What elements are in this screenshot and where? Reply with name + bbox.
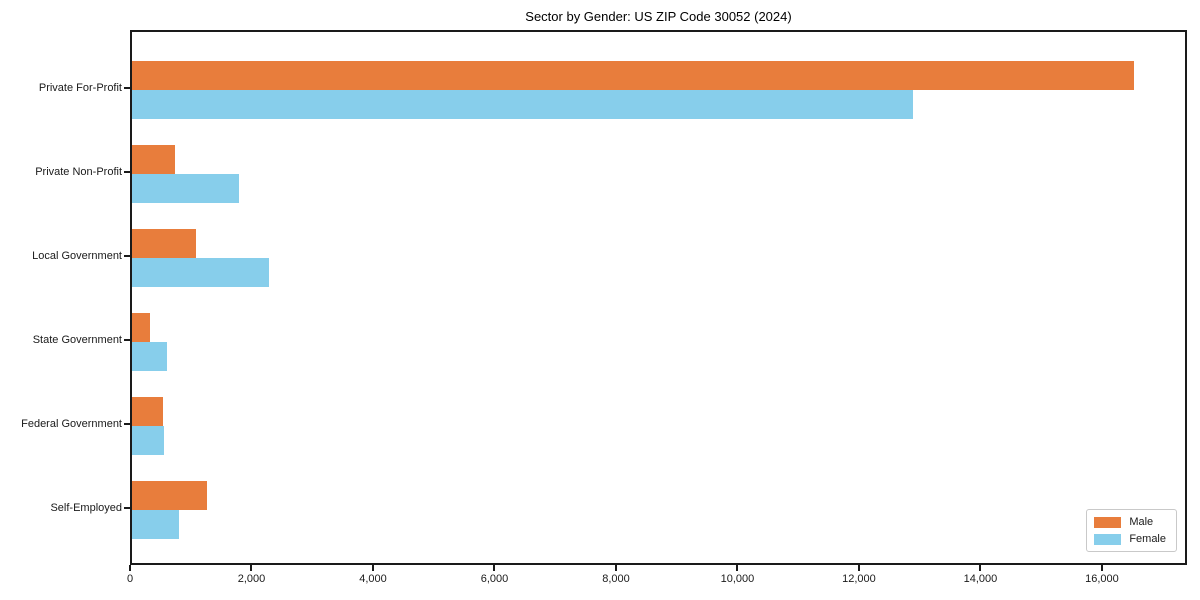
bar-male-self-employed — [132, 481, 208, 510]
bar-male-private-for-profit — [132, 61, 1134, 90]
y-tick-mark — [124, 423, 130, 425]
y-axis-label-private-for-profit: Private For-Profit — [38, 82, 122, 94]
x-tick-label-8000: 8,000 — [602, 573, 630, 585]
x-tick-mark — [371, 565, 374, 571]
x-tick-label-6000: 6,000 — [480, 573, 509, 585]
x-tick-mark — [614, 565, 617, 571]
bar-female-state-government — [132, 342, 168, 371]
x-tick-mark — [736, 565, 739, 571]
y-tick-mark — [124, 87, 130, 89]
bar-male-state-government — [132, 313, 151, 342]
x-tick-label-0: 0 — [126, 573, 134, 585]
x-tick-mark — [129, 565, 131, 571]
y-axis-label-self-employed: Self-Employed — [50, 502, 122, 514]
bar-female-private-for-profit — [132, 90, 913, 119]
x-tick-label-4000: 4,000 — [359, 573, 387, 585]
y-tick-mark — [124, 507, 130, 509]
bar-female-local-government — [132, 258, 270, 287]
x-tick-mark — [979, 565, 982, 571]
y-tick-mark — [124, 339, 130, 341]
y-axis-label-local-government: Local Government — [32, 250, 122, 262]
x-tick-mark — [1100, 565, 1103, 571]
bar-female-federal-government — [132, 426, 165, 455]
x-tick-mark — [493, 565, 496, 571]
chart-title: Sector by Gender: US ZIP Code 30052 (202… — [525, 9, 792, 24]
legend-label-male: Male — [1129, 516, 1154, 528]
bar-female-private-non-profit — [132, 174, 239, 203]
x-tick-label-14000: 14,000 — [963, 573, 998, 585]
plot-area: Male Female — [130, 30, 1187, 565]
legend-label-female: Female — [1129, 533, 1166, 545]
y-axis-label-federal-government: Federal Government — [21, 418, 122, 430]
y-tick-mark — [124, 255, 130, 257]
y-axis-label-state-government: State Government — [32, 334, 122, 346]
x-tick-mark — [857, 565, 860, 571]
bar-male-local-government — [132, 229, 196, 258]
x-tick-label-12000: 12,000 — [842, 573, 876, 585]
bar-female-self-employed — [132, 510, 180, 539]
x-tick-mark — [250, 565, 253, 571]
x-tick-label-10000: 10,000 — [720, 573, 755, 585]
legend-item-female: Female — [1094, 533, 1166, 545]
y-tick-mark — [124, 171, 130, 173]
bar-male-private-non-profit — [132, 145, 175, 174]
legend-swatch-male — [1094, 516, 1122, 528]
x-tick-label-16000: 16,000 — [1085, 573, 1119, 585]
bar-male-federal-government — [132, 397, 163, 426]
x-tick-label-2000: 2,000 — [237, 573, 266, 585]
legend: Male Female — [1086, 509, 1177, 552]
legend-swatch-female — [1094, 533, 1122, 545]
legend-item-male: Male — [1094, 516, 1166, 528]
y-axis-label-private-non-profit: Private Non-Profit — [35, 166, 122, 178]
